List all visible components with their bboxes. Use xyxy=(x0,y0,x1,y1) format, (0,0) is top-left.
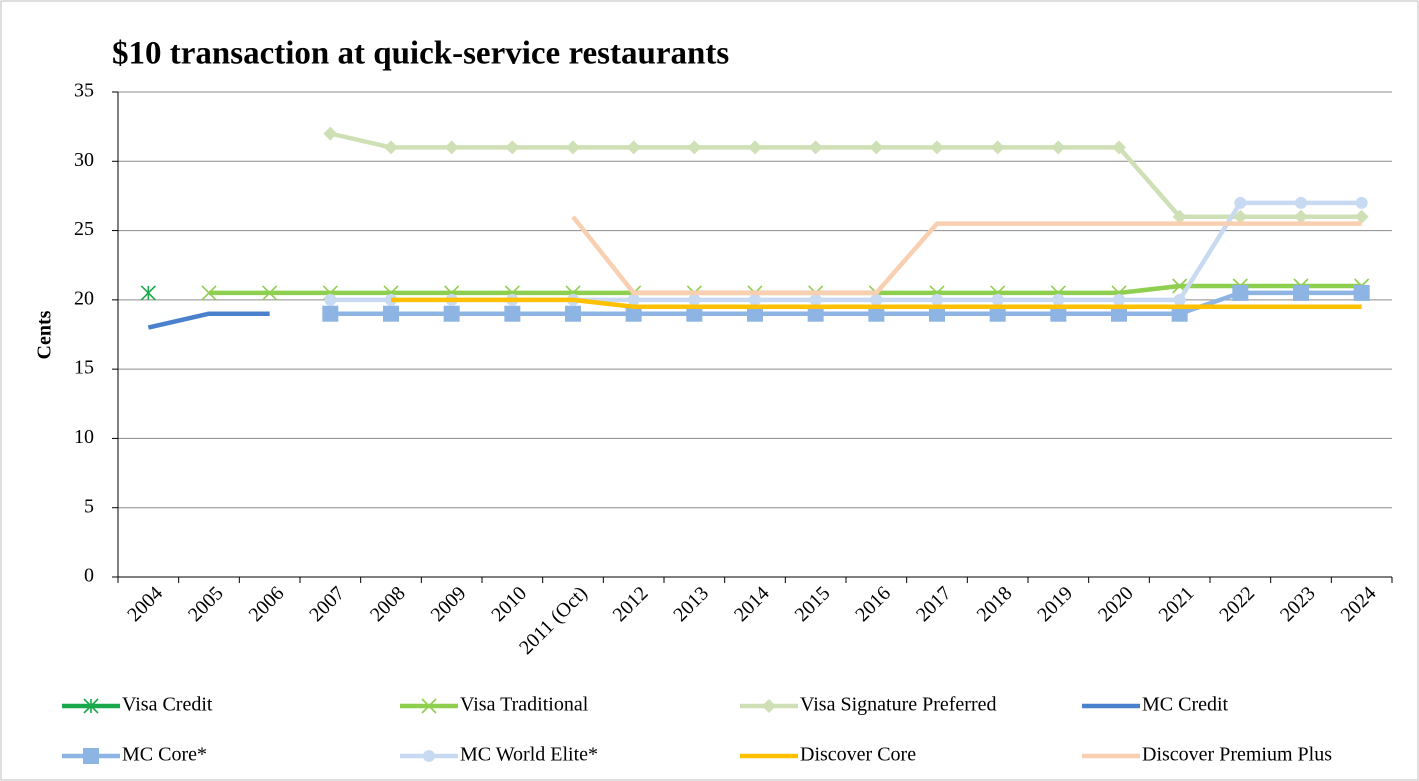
marker xyxy=(322,305,339,322)
legend-item: MC World Elite* xyxy=(400,744,598,766)
series-line xyxy=(330,290,1362,316)
marker xyxy=(1172,209,1187,224)
legend-label: MC Credit xyxy=(1142,694,1229,716)
series-line xyxy=(391,297,1362,310)
marker xyxy=(383,305,399,322)
marker xyxy=(762,699,776,713)
marker xyxy=(566,140,580,155)
y-tick-label: 15 xyxy=(74,357,94,379)
marker xyxy=(688,293,701,306)
marker xyxy=(1111,305,1127,322)
legend-item: MC Credit xyxy=(1082,694,1229,716)
y-tick-label: 20 xyxy=(74,287,94,309)
marker xyxy=(421,698,437,714)
y-tick-label: 10 xyxy=(74,426,94,448)
marker xyxy=(1354,209,1369,224)
marker xyxy=(323,126,338,141)
series xyxy=(322,284,1370,322)
series xyxy=(147,311,270,330)
marker xyxy=(443,305,460,322)
marker xyxy=(1295,196,1307,209)
marker xyxy=(1294,209,1308,224)
y-tick-label: 30 xyxy=(74,149,94,171)
y-tick-label: 35 xyxy=(74,80,94,102)
marker xyxy=(747,305,763,322)
marker xyxy=(201,285,217,301)
legend-item: MC Core* xyxy=(62,744,207,766)
marker xyxy=(565,305,581,322)
series-line xyxy=(147,311,270,330)
marker xyxy=(504,305,521,322)
y-axis-label: Cents xyxy=(34,310,56,359)
y-tick-label: 0 xyxy=(84,565,94,587)
marker xyxy=(1113,293,1125,306)
legend-label: Discover Premium Plus xyxy=(1142,744,1332,766)
marker xyxy=(1234,196,1247,209)
legend-label: Visa Signature Preferred xyxy=(800,694,997,716)
marker xyxy=(140,285,156,301)
marker xyxy=(808,140,823,155)
marker xyxy=(324,293,337,306)
marker xyxy=(1293,284,1309,301)
marker xyxy=(930,140,944,155)
marker xyxy=(423,750,435,762)
marker xyxy=(929,305,945,322)
marker xyxy=(1050,305,1067,322)
marker xyxy=(809,293,822,306)
marker xyxy=(384,140,398,155)
series xyxy=(140,285,156,301)
legend-item: Visa Credit xyxy=(62,694,213,716)
marker xyxy=(1232,284,1249,301)
marker xyxy=(870,293,883,306)
legend-item: Visa Traditional xyxy=(400,694,589,716)
legend-label: Visa Credit xyxy=(122,694,213,716)
marker xyxy=(1233,209,1248,224)
marker xyxy=(989,305,1006,322)
marker xyxy=(444,140,459,155)
marker xyxy=(1171,305,1188,322)
marker xyxy=(687,140,702,155)
legend-label: Discover Core xyxy=(800,744,916,766)
marker xyxy=(749,293,761,306)
marker xyxy=(262,285,278,301)
marker xyxy=(1112,140,1126,155)
y-tick-label: 5 xyxy=(84,495,94,517)
marker xyxy=(83,748,99,764)
marker xyxy=(991,293,1004,306)
legend-label: Visa Traditional xyxy=(460,694,589,716)
marker xyxy=(625,305,642,322)
marker xyxy=(626,140,641,155)
marker xyxy=(807,305,824,322)
marker xyxy=(869,140,884,155)
legend-label: MC Core* xyxy=(122,744,207,766)
marker xyxy=(990,140,1005,155)
y-tick-label: 25 xyxy=(74,218,94,240)
marker xyxy=(931,293,943,306)
legend-item: Discover Core xyxy=(740,744,916,766)
chart-title: $10 transaction at quick-service restaur… xyxy=(112,36,729,72)
legend-item: Visa Signature Preferred xyxy=(740,694,997,716)
marker xyxy=(1173,293,1186,306)
series-line xyxy=(329,131,1362,219)
marker xyxy=(686,305,703,322)
marker xyxy=(1051,140,1066,155)
series-line xyxy=(571,215,1362,296)
series xyxy=(571,215,1362,296)
marker xyxy=(505,140,520,155)
legend-label: MC World Elite* xyxy=(460,744,598,766)
marker xyxy=(1353,284,1370,301)
marker xyxy=(83,698,99,714)
marker xyxy=(627,293,640,306)
marker xyxy=(748,140,762,155)
legend-item: Discover Premium Plus xyxy=(1082,744,1332,766)
series xyxy=(323,126,1369,224)
series xyxy=(391,297,1362,310)
marker xyxy=(868,305,885,322)
marker xyxy=(1052,293,1065,306)
marker xyxy=(1355,196,1368,209)
